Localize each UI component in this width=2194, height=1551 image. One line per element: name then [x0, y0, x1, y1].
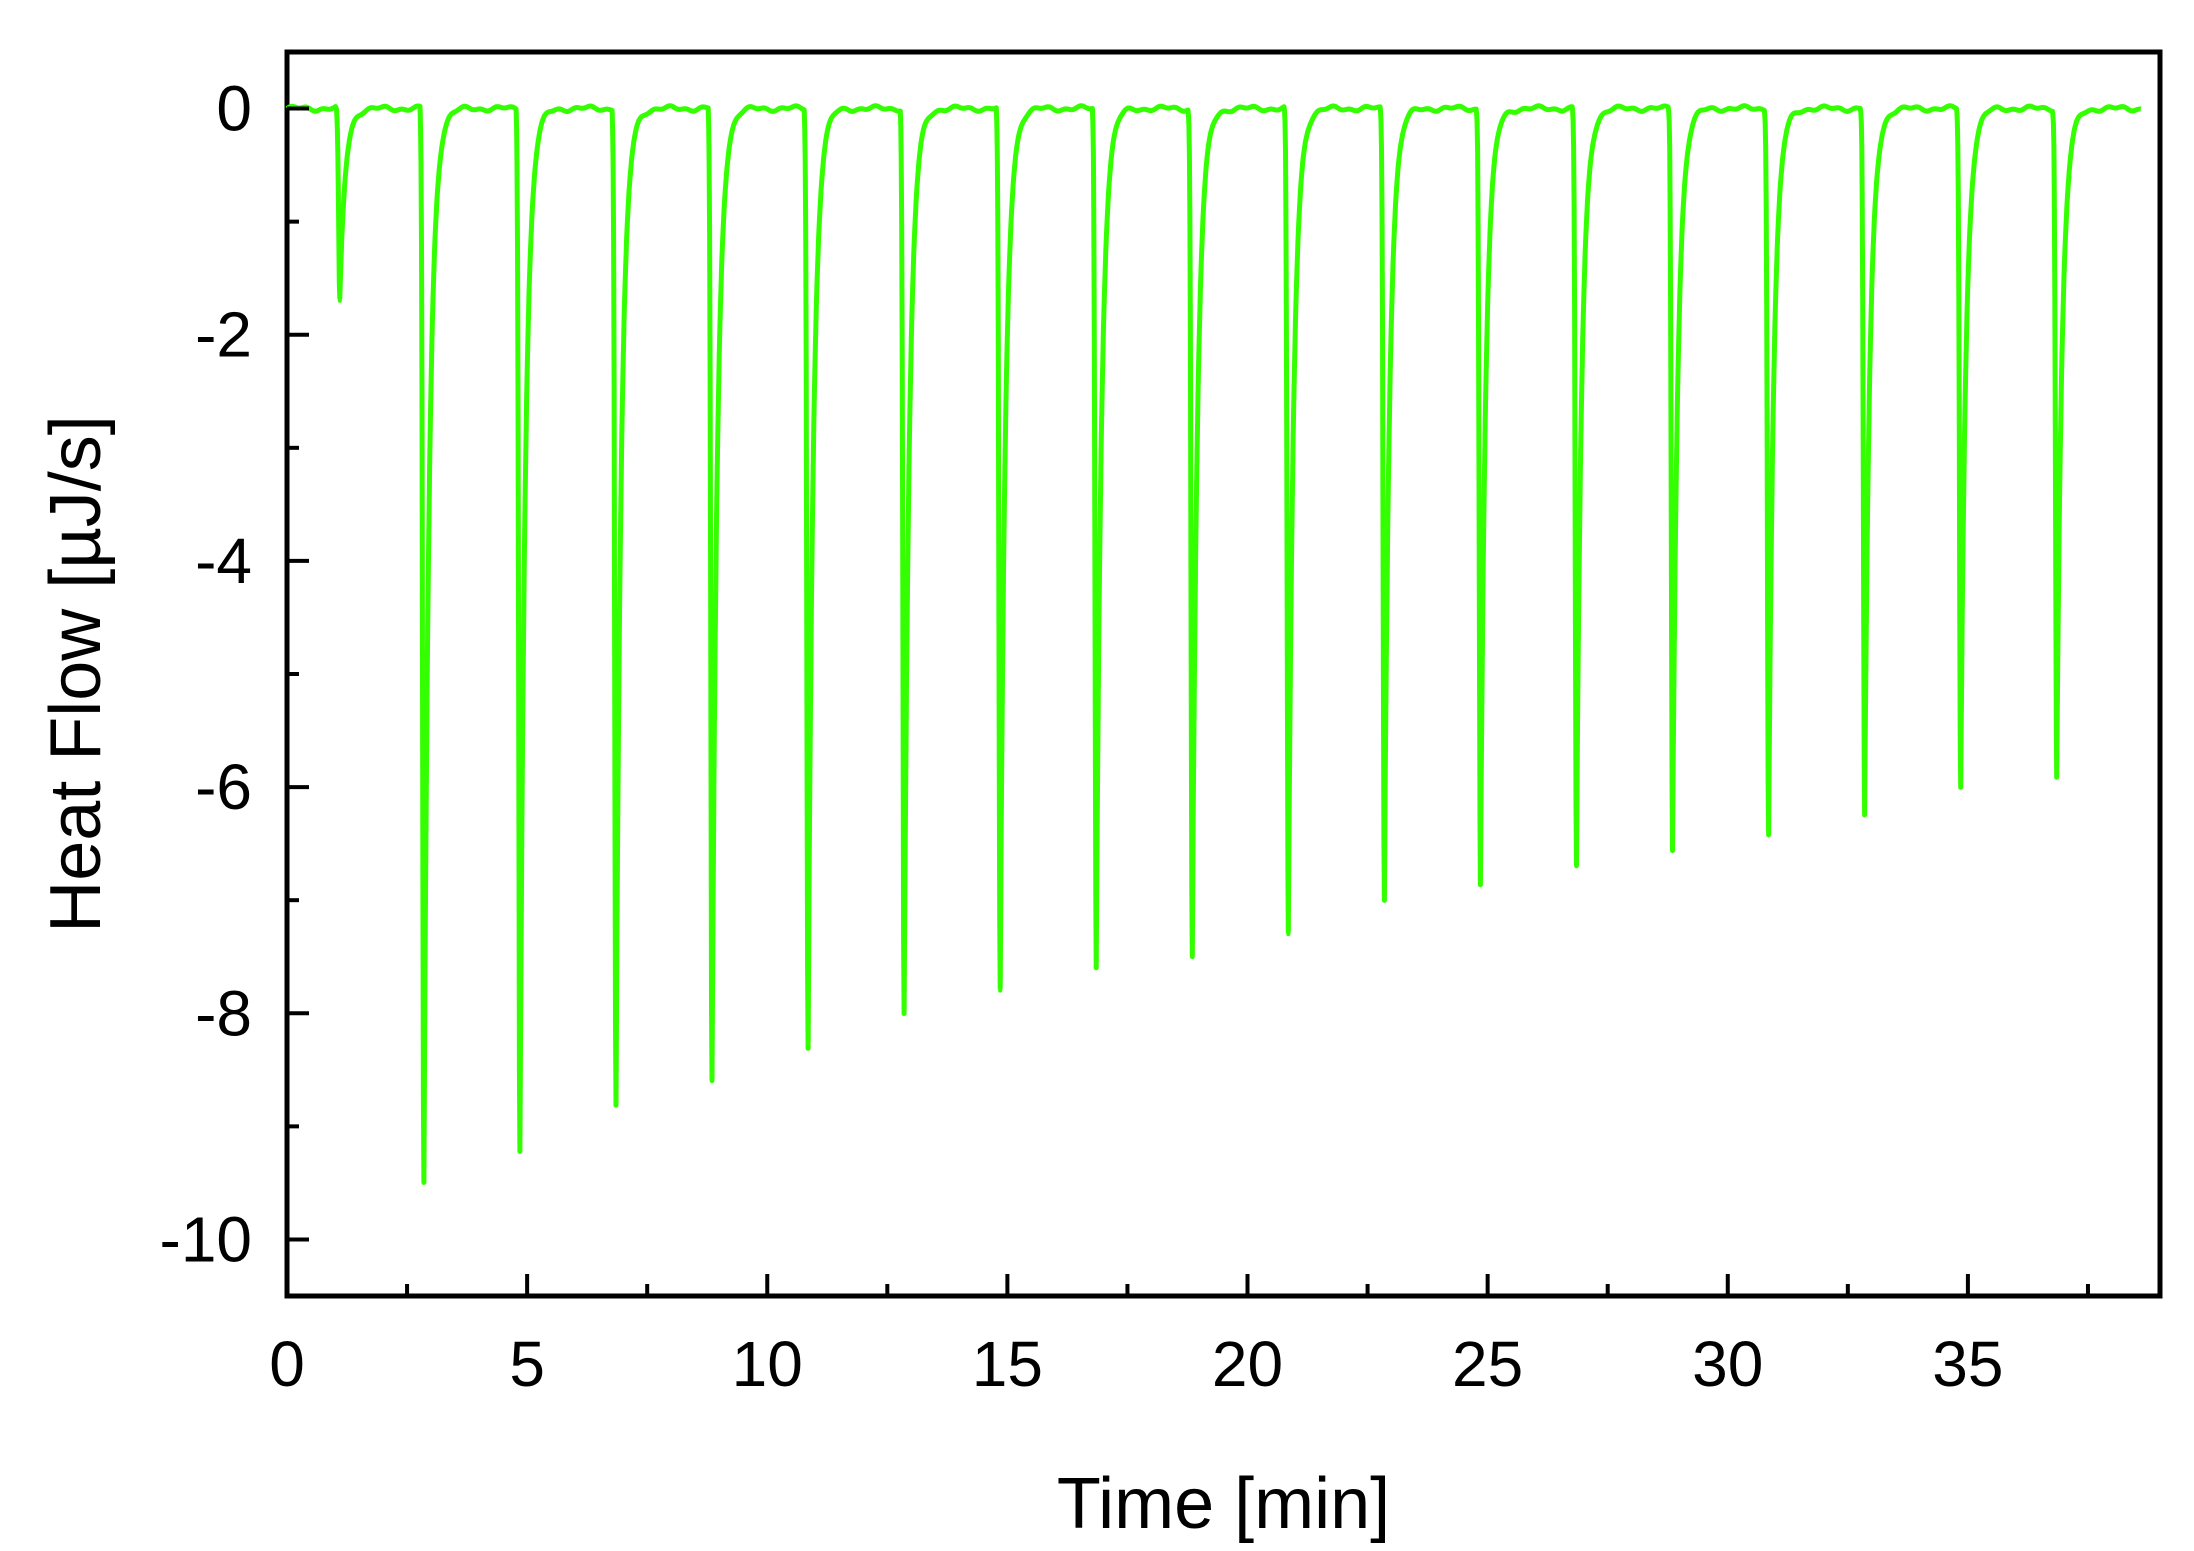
x-tick-label: 0 — [269, 1328, 305, 1400]
heat-flow-peak-point — [1766, 830, 1771, 835]
heat-flow-peak-point — [517, 1146, 522, 1151]
y-axis-ticks — [287, 106, 309, 1242]
heat-flow-peak-point — [1478, 881, 1483, 886]
x-tick-label: 10 — [732, 1328, 803, 1400]
y-tick-label: 0 — [216, 73, 252, 145]
heat-flow-peak-point — [902, 1011, 907, 1016]
heat-flow-peak-point — [1382, 898, 1387, 903]
x-tick-label: 25 — [1452, 1328, 1523, 1400]
y-tick-label: -2 — [195, 299, 252, 371]
heat-flow-peak-point — [1862, 813, 1867, 818]
x-tick-label: 30 — [1692, 1328, 1763, 1400]
x-tick-label: 35 — [1932, 1328, 2003, 1400]
x-tick-label: 5 — [509, 1328, 545, 1400]
y-axis-title: Heat Flow [µJ/s] — [36, 415, 116, 933]
x-axis-title: Time [min] — [1057, 1464, 1390, 1544]
heat-flow-peak-point — [1574, 864, 1579, 869]
y-axis-tick-labels: 0 -2 -4 -6 -8 -10 — [160, 73, 253, 1276]
heat-flow-peak-point — [2054, 773, 2059, 778]
y-tick-label: -4 — [195, 525, 252, 597]
x-tick-label: 20 — [1212, 1328, 1283, 1400]
heat-flow-series-line — [285, 103, 2143, 1185]
plot-area — [284, 49, 2163, 1299]
heat-flow-peak-point — [1670, 847, 1675, 852]
series-layer — [285, 103, 2143, 1185]
y-tick-label: -8 — [195, 977, 252, 1049]
y-tick-label: -10 — [160, 1203, 253, 1275]
plot-frame — [284, 49, 2163, 1299]
y-tick-label: -6 — [195, 751, 252, 823]
heat-flow-peak-point — [710, 1079, 715, 1084]
heat-flow-peak-point — [806, 1045, 811, 1050]
heat-flow-peak-point — [998, 988, 1003, 993]
x-axis-tick-labels: 0 5 10 15 20 25 30 35 — [269, 1328, 2003, 1400]
heat-flow-peak-point — [1286, 932, 1291, 937]
heat-flow-peak-point — [421, 1180, 426, 1185]
heat-flow-peak-point — [337, 298, 342, 303]
x-axis-ticks — [285, 1274, 2090, 1296]
x-tick-label: 15 — [972, 1328, 1043, 1400]
heat-flow-peak-point — [613, 1101, 618, 1106]
heat-flow-peak-point — [1094, 966, 1099, 971]
heat-flow-peak-point — [1958, 785, 1963, 790]
heat-flow-peak-point — [1190, 954, 1195, 959]
